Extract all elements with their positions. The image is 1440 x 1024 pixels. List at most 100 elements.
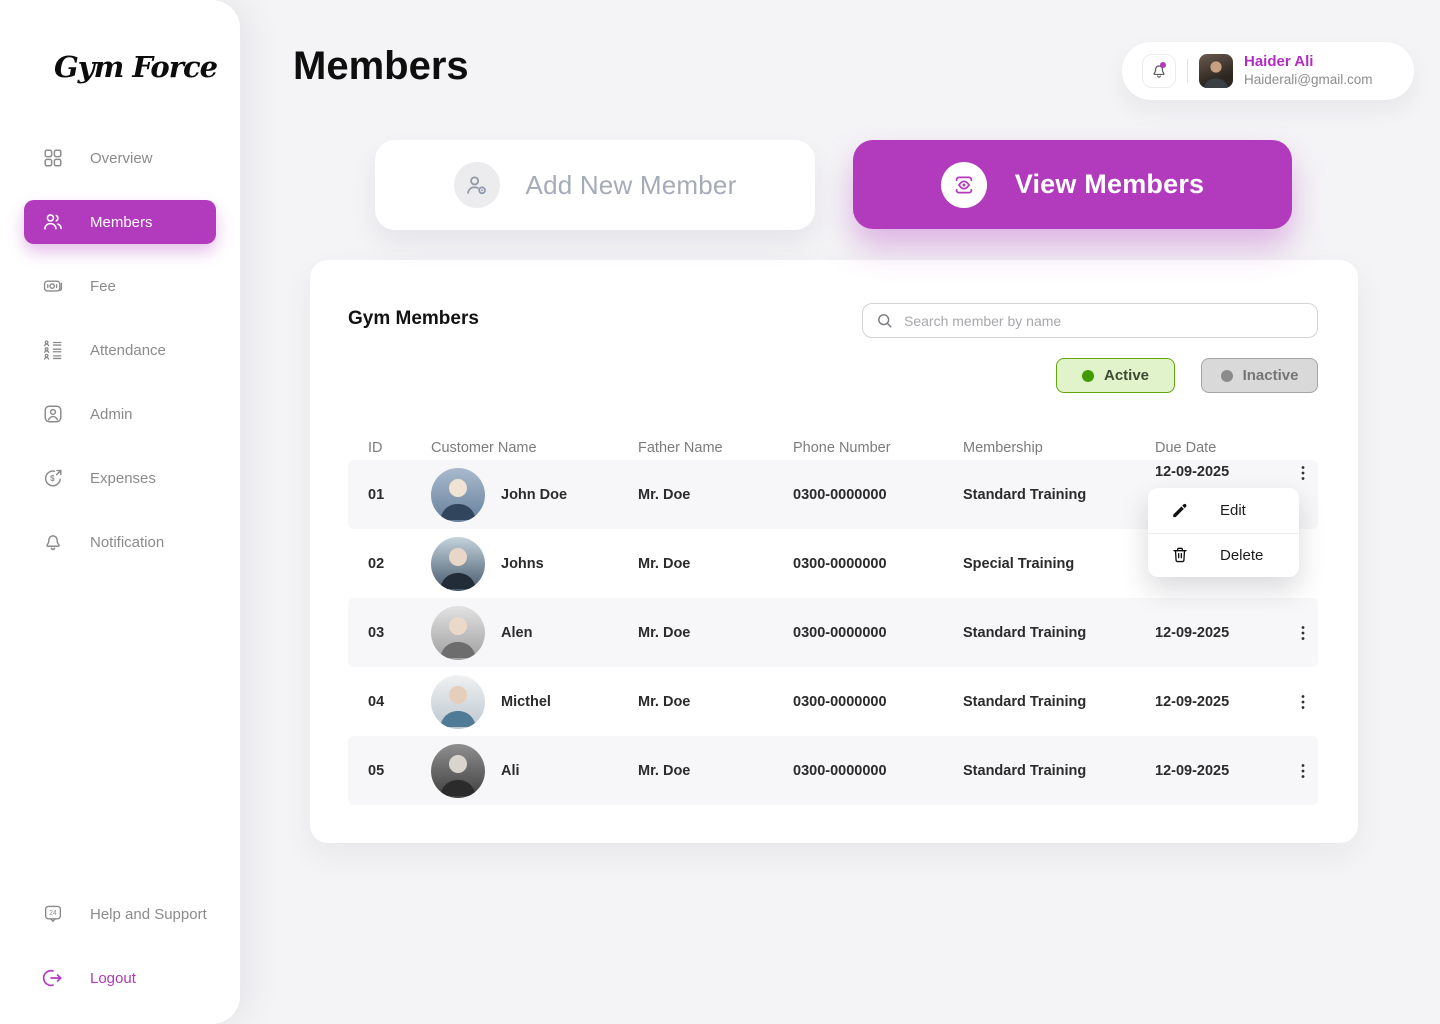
sidebar-item-help-support[interactable]: 24 Help and Support xyxy=(24,892,216,936)
col-id: ID xyxy=(368,440,383,456)
member-avatar xyxy=(431,743,485,798)
cell-due-date: 12-09-2025 xyxy=(1155,693,1230,710)
unread-notification-dot xyxy=(1160,62,1166,68)
divider xyxy=(1187,59,1188,83)
search-icon xyxy=(875,311,894,330)
sidebar-item-logout[interactable]: Logout xyxy=(24,956,216,1000)
context-menu-edit-label: Edit xyxy=(1220,501,1246,519)
members-icon xyxy=(42,211,64,233)
cell-father-name: Mr. Doe xyxy=(638,486,691,503)
filter-inactive-label: Inactive xyxy=(1242,367,1299,384)
table-row: 04 Micthel Mr. Doe 0300-0000000 Standard… xyxy=(348,667,1318,736)
expenses-dollar-icon: $ xyxy=(42,467,64,489)
svg-text:24: 24 xyxy=(49,910,57,917)
table-header: ID Customer Name Father Name Phone Numbe… xyxy=(348,436,1318,460)
table-row: 03 Alen Mr. Doe 0300-0000000 Standard Tr… xyxy=(348,598,1318,667)
cell-id: 02 xyxy=(368,555,385,572)
cell-phone: 0300-0000000 xyxy=(793,486,887,503)
cell-membership: Standard Training xyxy=(963,762,1087,779)
col-due-date: Due Date xyxy=(1155,440,1217,456)
cell-due-date: 12-09-2025 xyxy=(1155,762,1230,779)
eye-scan-icon xyxy=(940,161,987,208)
sidebar-item-label: Expenses xyxy=(90,469,156,487)
member-avatar xyxy=(431,605,485,660)
search-input[interactable] xyxy=(904,312,1305,329)
cell-id: 05 xyxy=(368,762,385,779)
cell-due-date: 12-09-2025 xyxy=(1155,464,1230,480)
context-menu-delete-label: Delete xyxy=(1220,546,1264,564)
active-status-dot xyxy=(1081,369,1094,382)
cell-father-name: Mr. Doe xyxy=(638,762,691,779)
member-avatar xyxy=(431,536,485,591)
sidebar-item-attendance[interactable]: Attendance xyxy=(24,328,216,372)
add-new-member-label: Add New Member xyxy=(525,169,737,200)
cell-phone: 0300-0000000 xyxy=(793,762,887,779)
sidebar-item-label: Fee xyxy=(90,277,116,295)
member-search xyxy=(862,303,1318,338)
col-customer-name: Customer Name xyxy=(431,440,537,456)
user-avatar[interactable] xyxy=(1199,54,1233,88)
page-title: Members xyxy=(293,44,469,88)
cell-customer-name: Micthel xyxy=(501,693,551,710)
sidebar-item-expenses[interactable]: $ Expenses xyxy=(24,456,216,500)
filter-active-label: Active xyxy=(1103,367,1150,384)
filter-active-button[interactable]: Active xyxy=(1056,358,1175,393)
cell-membership: Standard Training xyxy=(963,693,1087,710)
user-card: Haider Ali Haiderali@gmail.com xyxy=(1122,42,1414,100)
cell-membership: Special Training xyxy=(963,555,1075,572)
gym-members-panel: Gym Members Active Inactive ID Customer … xyxy=(310,260,1358,843)
cell-customer-name: Johns xyxy=(501,555,544,572)
sidebar-item-admin[interactable]: Admin xyxy=(24,392,216,436)
member-avatar xyxy=(431,467,485,522)
col-membership: Membership xyxy=(963,440,1043,456)
svg-text:$: $ xyxy=(50,474,55,483)
member-avatar xyxy=(431,674,485,729)
sidebar-item-members[interactable]: Members xyxy=(24,200,216,244)
row-context-menu: Edit Delete xyxy=(1148,488,1299,577)
notification-bell-button[interactable] xyxy=(1142,54,1176,88)
cell-due-date: 12-09-2025 xyxy=(1155,624,1230,641)
table-row: 02 Johns Mr. Doe 0300-0000000 Special Tr… xyxy=(348,529,1318,598)
context-menu-edit[interactable]: Edit xyxy=(1148,488,1299,533)
cell-membership: Standard Training xyxy=(963,624,1087,641)
user-name: Haider Ali xyxy=(1244,53,1314,71)
cell-phone: 0300-0000000 xyxy=(793,555,887,572)
row-actions-kebab[interactable] xyxy=(1291,759,1315,783)
sidebar-item-label: Members xyxy=(90,213,153,231)
row-actions-kebab[interactable] xyxy=(1291,690,1315,714)
grid-icon xyxy=(42,147,64,169)
table-row: 05 Ali Mr. Doe 0300-0000000 Standard Tra… xyxy=(348,736,1318,805)
sidebar-footer: 24 Help and Support Logout xyxy=(0,882,240,1010)
sidebar-item-overview[interactable]: Overview xyxy=(24,136,216,180)
view-members-button[interactable]: View Members xyxy=(853,140,1292,229)
cell-id: 01 xyxy=(368,486,385,503)
sidebar-item-label: Help and Support xyxy=(90,905,207,923)
add-new-member-button[interactable]: Add New Member xyxy=(375,140,815,230)
trash-icon xyxy=(1170,545,1190,565)
cell-customer-name: Alen xyxy=(501,624,533,641)
bell-icon xyxy=(1150,62,1168,80)
sidebar-item-label: Overview xyxy=(90,149,153,167)
cell-father-name: Mr. Doe xyxy=(638,555,691,572)
inactive-status-dot xyxy=(1220,369,1233,382)
sidebar: Gym Force Overview Members Fee xyxy=(0,0,240,1024)
sidebar-item-label: Logout xyxy=(90,969,136,987)
attendance-list-icon xyxy=(42,339,64,361)
col-father-name: Father Name xyxy=(638,440,723,456)
sidebar-item-label: Admin xyxy=(90,405,133,423)
panel-title: Gym Members xyxy=(348,308,479,329)
admin-user-icon xyxy=(42,403,64,425)
row-actions-kebab[interactable] xyxy=(1291,621,1315,645)
view-members-label: View Members xyxy=(1014,169,1205,199)
cell-phone: 0300-0000000 xyxy=(793,693,887,710)
row-actions-kebab[interactable] xyxy=(1291,461,1315,485)
sidebar-item-notification[interactable]: Notification xyxy=(24,520,216,564)
bell-icon xyxy=(42,531,64,553)
filter-inactive-button[interactable]: Inactive xyxy=(1201,358,1318,393)
sidebar-item-label: Attendance xyxy=(90,341,166,359)
cell-id: 03 xyxy=(368,624,385,641)
sidebar-item-fee[interactable]: Fee xyxy=(24,264,216,308)
members-table: ID Customer Name Father Name Phone Numbe… xyxy=(348,436,1318,805)
user-email: Haiderali@gmail.com xyxy=(1244,71,1373,87)
context-menu-delete[interactable]: Delete xyxy=(1148,532,1299,578)
